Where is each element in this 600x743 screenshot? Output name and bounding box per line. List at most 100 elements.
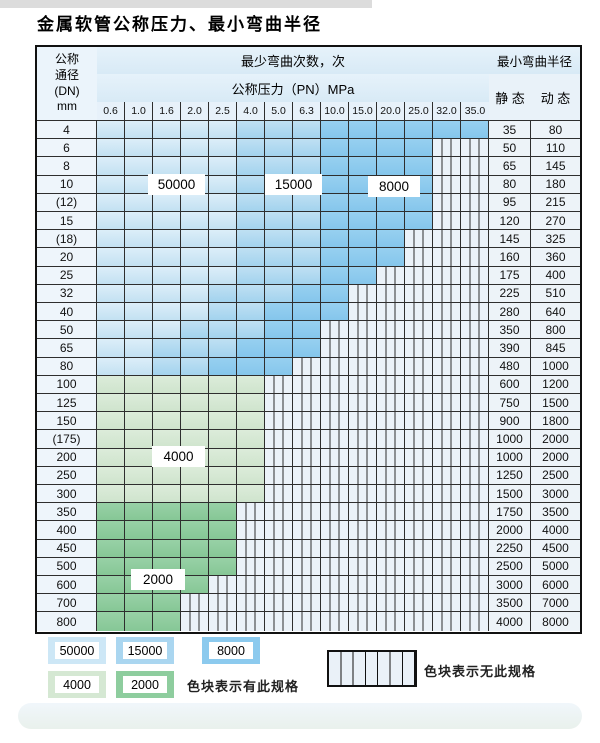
spec-table: 公称 通径 (DN) mm 最少弯曲次数，次 最小弯曲半径 公称压力（PN）MP… [35,45,582,634]
spec-cell-available [293,230,321,248]
dn-cell: (18) [37,230,97,248]
spec-cell-unavailable [461,612,489,631]
spec-cell-unavailable [349,576,377,594]
spec-cell-unavailable [377,430,405,448]
dn-cell: 450 [37,539,97,557]
spec-cell-unavailable [461,375,489,394]
spec-cell-unavailable [405,230,433,248]
spec-cell-unavailable [349,284,377,303]
spec-cell-unavailable [433,139,461,157]
spec-cell-unavailable [181,594,209,612]
spec-cell-unavailable [405,594,433,612]
spec-cell-unavailable [433,284,461,303]
dn-cell: 15 [37,212,97,230]
spec-cell-unavailable [237,612,265,631]
spec-cell-available [97,557,125,576]
dynamic-radius-cell: 145 [531,157,580,175]
dynamic-radius-cell: 7000 [531,594,580,612]
spec-cell-available [153,266,181,284]
spec-cell-available [125,248,153,266]
spec-cell-available [237,175,265,193]
spec-cell-available [461,121,489,139]
spec-cell-available [377,139,405,157]
spec-cell-unavailable [377,394,405,412]
spec-cell-unavailable [433,612,461,631]
spec-cell-unavailable [461,139,489,157]
spec-cell-unavailable [265,448,293,466]
spec-cell-available [293,121,321,139]
table-row: 8 65 145 [37,157,580,176]
static-radius-cell: 480 [489,357,531,375]
static-radius-cell: 350 [489,321,531,339]
spec-cell-available [153,375,181,394]
dynamic-radius-cell: 6000 [531,576,580,594]
spec-cell-available [321,248,349,266]
spec-cell-unavailable [433,557,461,576]
spec-cell-unavailable [321,612,349,631]
spec-cell-unavailable [293,412,321,430]
spec-cell-available [181,357,209,375]
table-row: 50 350 800 [37,321,580,340]
spec-cell-available [181,212,209,230]
spec-cell-unavailable [433,466,461,485]
spec-cell-available [97,485,125,503]
spec-cell-available [265,303,293,321]
spec-cell-unavailable [461,466,489,485]
spec-cell-unavailable [349,321,377,339]
dn-cell: 50 [37,321,97,339]
pressure-tick: 4.0 [237,102,265,120]
spec-cell-unavailable [293,594,321,612]
static-radius-cell: 3500 [489,594,531,612]
table-row: 4 35 80 [37,121,580,140]
spec-cell-available [349,157,377,175]
cycle-count-label: 15000 [265,174,322,195]
spec-cell-available [153,339,181,357]
spec-cell-unavailable [377,557,405,576]
spec-cell-unavailable [377,576,405,594]
spec-cell-available [153,394,181,412]
spec-cell-available [181,557,209,576]
spec-cell-available [153,466,181,485]
spec-cell-available [153,357,181,375]
spec-cell-available [97,193,125,212]
dynamic-radius-cell: 4500 [531,539,580,557]
spec-cell-available [321,139,349,157]
static-radius-cell: 900 [489,412,531,430]
spec-cell-available [265,339,293,357]
spec-cell-unavailable [321,357,349,375]
spec-cell-unavailable [461,539,489,557]
spec-cell-available [209,303,237,321]
spec-cell-available [237,357,265,375]
static-radius-cell: 2000 [489,521,531,539]
spec-cell-available [237,412,265,430]
dynamic-radius-cell: 1800 [531,412,580,430]
spec-cell-available [321,230,349,248]
spec-cell-available [237,375,265,394]
spec-cell-available [265,266,293,284]
pressure-tick: 2.0 [181,102,209,120]
spec-cell-available [209,430,237,448]
spec-cell-unavailable [293,503,321,521]
spec-cell-unavailable [461,557,489,576]
static-radius-cell: 1750 [489,503,531,521]
spec-cell-available [237,321,265,339]
static-radius-cell: 65 [489,157,531,175]
spec-cell-available [349,121,377,139]
spec-cell-available [265,321,293,339]
dn-cell: 40 [37,303,97,321]
table-row: 125 750 1500 [37,394,580,413]
header-dn: 公称 通径 (DN) mm [37,47,98,120]
spec-cell-unavailable [433,157,461,175]
spec-cell-unavailable [349,557,377,576]
spec-cell-available [153,193,181,212]
legend-label: 4000 [55,676,99,693]
spec-cell-available [125,230,153,248]
spec-cell-available [237,248,265,266]
spec-cell-available [97,266,125,284]
spec-cell-unavailable [377,521,405,539]
spec-cell-available [97,284,125,303]
spec-cell-unavailable [321,412,349,430]
spec-cell-unavailable [433,539,461,557]
spec-cell-unavailable [321,539,349,557]
dynamic-radius-cell: 800 [531,321,580,339]
